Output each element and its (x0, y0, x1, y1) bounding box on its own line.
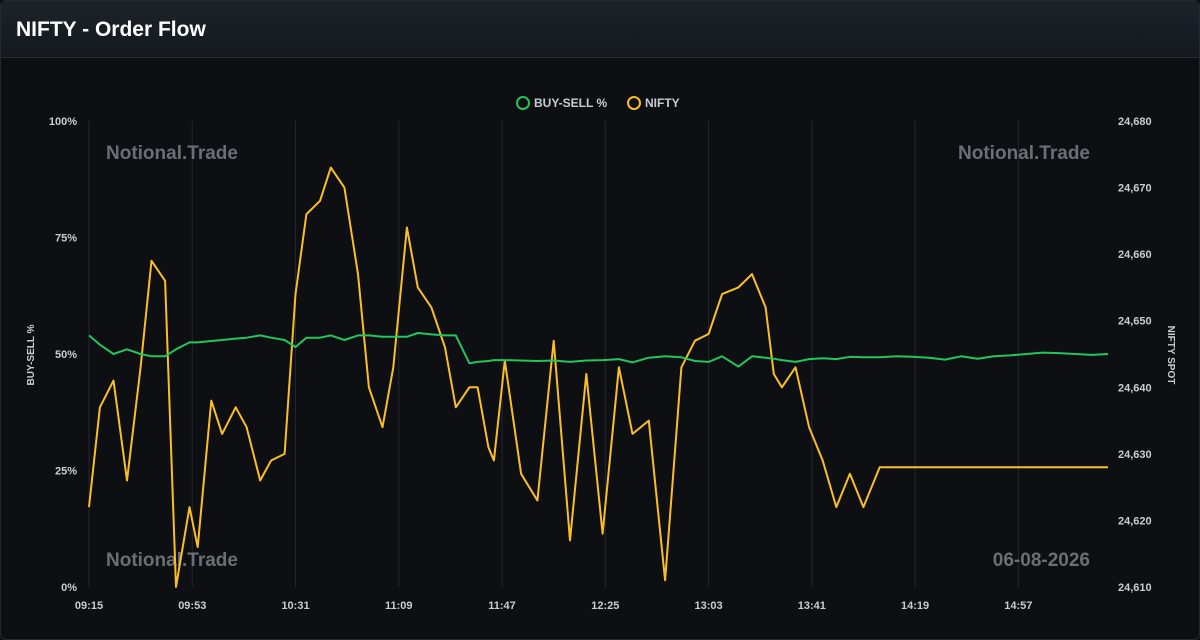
y2-axis-title: NIFTY SPOT (1165, 326, 1176, 385)
x-tick-label: 12:25 (591, 600, 619, 612)
y-tick-label: 75% (55, 233, 77, 245)
nifty-line[interactable] (88, 166, 1108, 588)
legend-label-nifty: NIFTY (645, 96, 680, 110)
y2-tick-label: 24,670 (1118, 183, 1152, 195)
x-tick-label: 14:57 (1004, 600, 1032, 612)
y-tick-label: 50% (55, 349, 77, 361)
y2-tick-label: 24,650 (1118, 316, 1152, 328)
legend: BUY-SELL % NIFTY (516, 96, 680, 110)
y-tick-label: 100% (49, 116, 77, 128)
x-tick-label: 09:53 (178, 600, 206, 612)
y2-tick-label: 24,660 (1118, 249, 1152, 261)
y2-tick-label: 24,640 (1118, 382, 1152, 394)
x-tick-label: 11:47 (488, 600, 516, 612)
x-tick-label: 09:15 (75, 600, 103, 612)
x-tick-label: 14:19 (901, 600, 929, 612)
x-tick-label: 11:09 (385, 600, 413, 612)
legend-marker-nifty (627, 96, 641, 110)
y2-tick-label: 24,610 (1118, 582, 1152, 594)
axes: BUY-SELL % NIFTY SPOT 09:15 09:53 10:31 11:… (26, 116, 1176, 612)
legend-label-buy-sell: BUY-SELL % (534, 96, 607, 110)
x-tick-label: 10:31 (281, 600, 309, 612)
x-tick-label: 13:03 (694, 600, 722, 612)
watermark-bottom-left: Notional.Trade (106, 550, 238, 571)
buy-sell-line[interactable] (88, 332, 1109, 368)
y2-tick-label: 24,680 (1118, 116, 1152, 128)
y2-tick-label: 24,620 (1118, 515, 1152, 527)
x-tick-label: 13:41 (798, 600, 826, 612)
y-tick-label: 25% (55, 466, 77, 478)
legend-item-nifty[interactable]: NIFTY (627, 96, 680, 110)
y-axis-title: BUY-SELL % (26, 324, 37, 385)
y-tick-label: 0% (61, 582, 77, 594)
watermarks: Notional.Trade Notional.Trade Notional.T… (106, 143, 1090, 571)
y2-tick-label: 24,630 (1118, 449, 1152, 461)
watermark-top-left: Notional.Trade (106, 143, 238, 164)
legend-marker-buy-sell (516, 96, 530, 110)
legend-item-buy-sell[interactable]: BUY-SELL % (516, 96, 607, 110)
panel-header: NIFTY - Order Flow (1, 1, 1199, 58)
watermark-top-right: Notional.Trade (958, 143, 1090, 164)
grid-lines (88, 121, 1019, 587)
series-lines (88, 166, 1109, 588)
watermark-date: 06-08-2026 (993, 550, 1090, 571)
panel-title: NIFTY - Order Flow (16, 18, 206, 41)
